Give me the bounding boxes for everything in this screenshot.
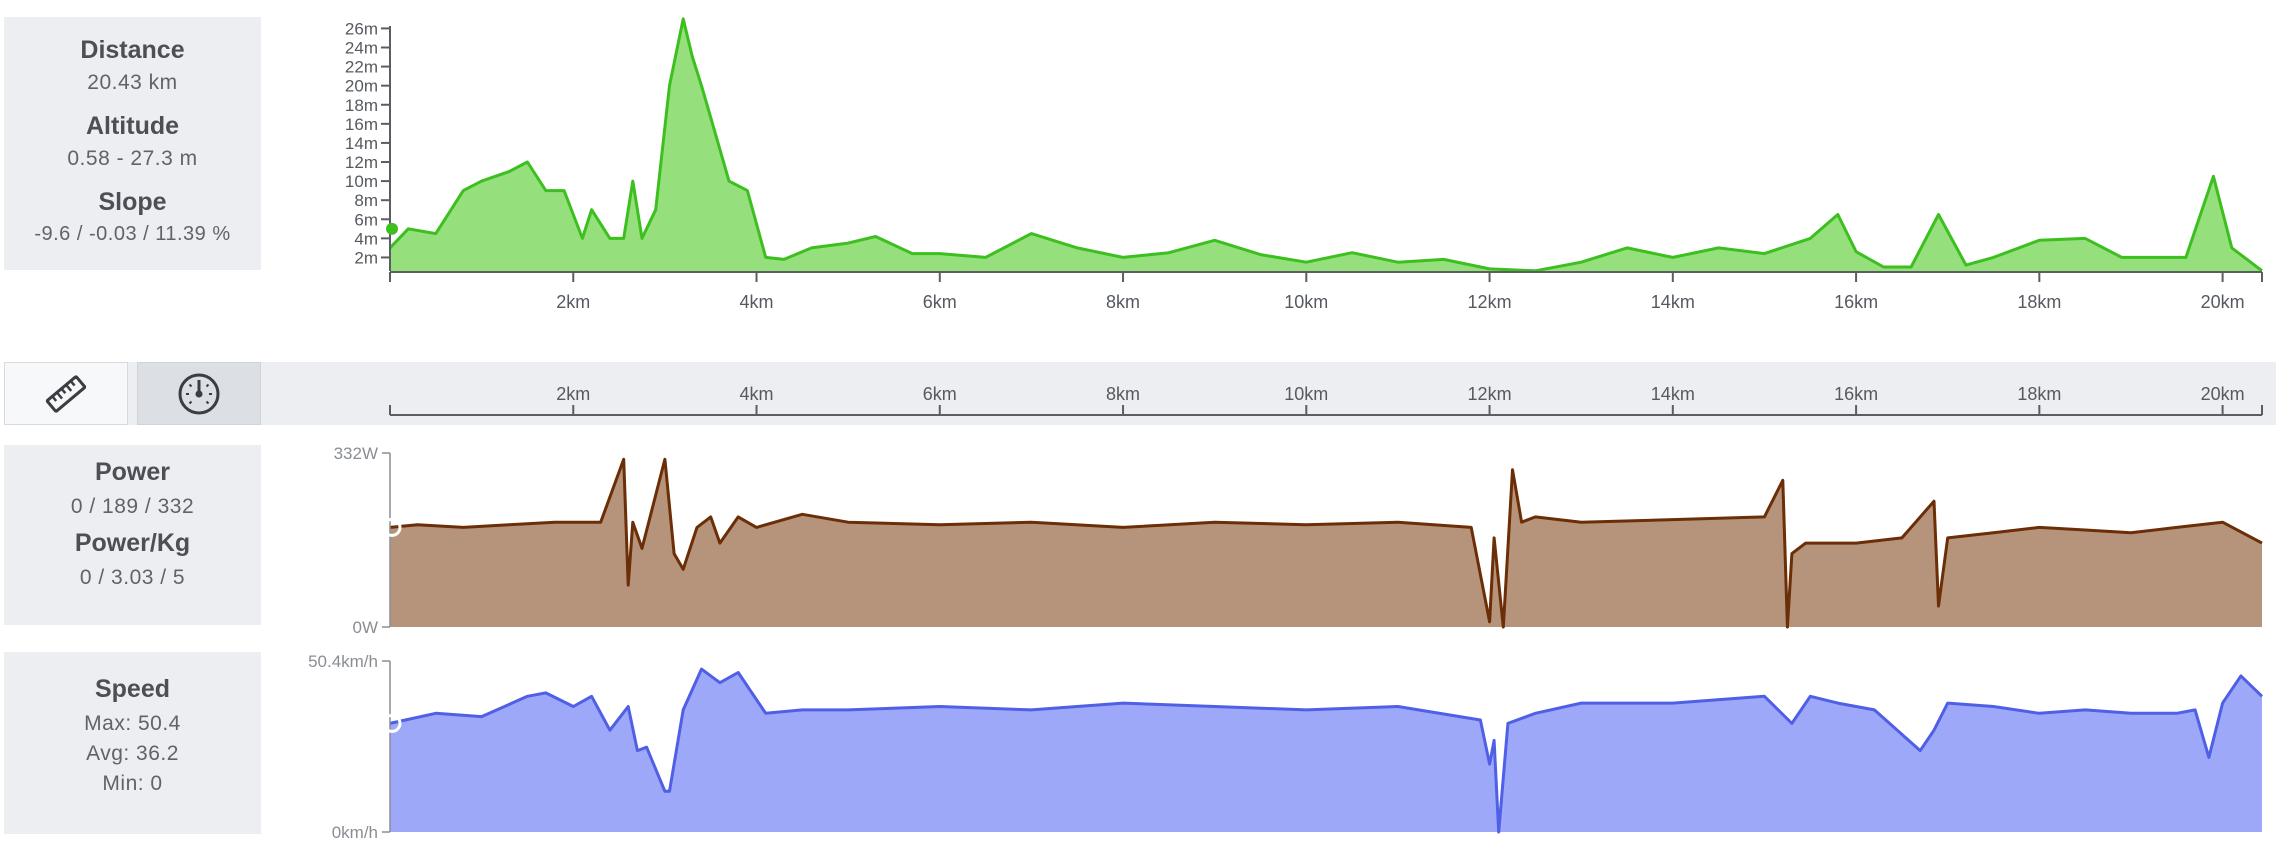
scale-tick-label: 10km <box>1284 384 1328 404</box>
speed-area <box>390 669 2262 832</box>
elevation-x-tick-label: 8km <box>1106 292 1140 312</box>
speedometer-icon <box>178 373 220 414</box>
elevation-area <box>390 18 2262 272</box>
power-y-tick-label: 332W <box>334 444 378 463</box>
tab-time[interactable] <box>137 362 261 425</box>
speed-chart: 0km/h 50.4km/h <box>308 652 2264 842</box>
speed-y-tick-label: 50.4km/h <box>308 652 378 671</box>
speed-max: Max: 50.4 <box>84 712 181 735</box>
power-stats-panel: Power 0 / 189 / 332 Power/Kg 0 / 3.03 / … <box>4 445 261 625</box>
elevation-x-tick-label: 14km <box>1651 292 1695 312</box>
elevation-x-tick-label: 10km <box>1284 292 1328 312</box>
speed-cursor-marker <box>382 713 402 733</box>
elevation-x-tick-label: 16km <box>1834 292 1878 312</box>
elevation-y-tick-label: 20m <box>345 77 378 96</box>
powerkg-value: 0 / 3.03 / 5 <box>79 566 186 589</box>
slope-value: -9.6 / -0.03 / 11.39 % <box>34 223 231 245</box>
scale-tick-label: 2km <box>556 384 590 404</box>
power-y-tick-label: 0W <box>353 618 379 637</box>
tab-distance[interactable] <box>4 362 128 425</box>
power-area <box>390 459 2262 627</box>
ruler-icon <box>45 374 87 413</box>
elevation-y-tick-label: 14m <box>345 134 378 153</box>
elevation-y-tick-label: 12m <box>345 153 378 172</box>
elevation-line <box>388 17 2263 273</box>
power-value: 0 / 189 / 332 <box>70 495 195 518</box>
distance-scale-axis: 2km 4km 6km 8km 10km 12km 14km 16km 18km 20km <box>389 384 2263 416</box>
elevation-x-tick-label: 4km <box>740 292 774 312</box>
speed-y-tick-label: 0km/h <box>332 823 378 842</box>
scale-tick-label: 8km <box>1106 384 1140 404</box>
speed-stats-panel: Speed Max: 50.4 Avg: 36.2 Min: 0 <box>4 652 261 834</box>
scale-tick-label: 12km <box>1468 384 1512 404</box>
altitude-value: 0.58 - 27.3 m <box>67 147 198 170</box>
elevation-y-tick-label: 6m <box>354 210 378 229</box>
elevation-x-tick-label: 2km <box>556 292 590 312</box>
distance-value: 20.43 km <box>87 71 178 94</box>
altitude-title: Altitude <box>85 112 180 140</box>
powerkg-title: Power/Kg <box>74 529 191 557</box>
speed-avg: Avg: 36.2 <box>86 742 179 765</box>
power-cursor-marker <box>382 517 402 537</box>
speed-line <box>389 667 2264 834</box>
elevation-x-tick-label: 6km <box>923 292 957 312</box>
power-chart: 0W 332W <box>334 444 2263 637</box>
distance-title: Distance <box>80 36 185 64</box>
elevation-y-tick-label: 16m <box>345 115 378 134</box>
elevation-y-tick-label: 24m <box>345 38 378 57</box>
scale-tick-label: 16km <box>1834 384 1878 404</box>
elevation-y-tick-label: 4m <box>354 229 378 248</box>
elevation-x-tick-label: 18km <box>2017 292 2061 312</box>
speed-min: Min: 0 <box>102 772 163 795</box>
elevation-y-tick-label: 26m <box>345 19 378 38</box>
power-title: Power <box>94 458 171 486</box>
scale-tick-label: 20km <box>2201 384 2245 404</box>
elevation-y-tick-label: 2m <box>354 248 378 267</box>
elevation-y-tick-label: 22m <box>345 58 378 77</box>
slope-title: Slope <box>98 188 167 216</box>
speed-title: Speed <box>94 675 171 703</box>
scale-tick-label: 4km <box>740 384 774 404</box>
elevation-cursor-marker <box>386 222 398 235</box>
elevation-x-tick-label: 20km <box>2201 292 2245 312</box>
elevation-y-tick-label: 10m <box>345 172 378 191</box>
scale-tick-label: 18km <box>2017 384 2061 404</box>
elevation-stats-panel: Distance 20.43 km Altitude 0.58 - 27.3 m… <box>4 17 261 270</box>
scale-tick-label: 6km <box>923 384 957 404</box>
elevation-y-tick-label: 18m <box>345 96 378 115</box>
elevation-x-tick-label: 12km <box>1468 292 1512 312</box>
scale-tick-label: 14km <box>1651 384 1695 404</box>
elevation-y-tick-label: 8m <box>354 191 378 210</box>
power-line <box>389 457 2263 629</box>
